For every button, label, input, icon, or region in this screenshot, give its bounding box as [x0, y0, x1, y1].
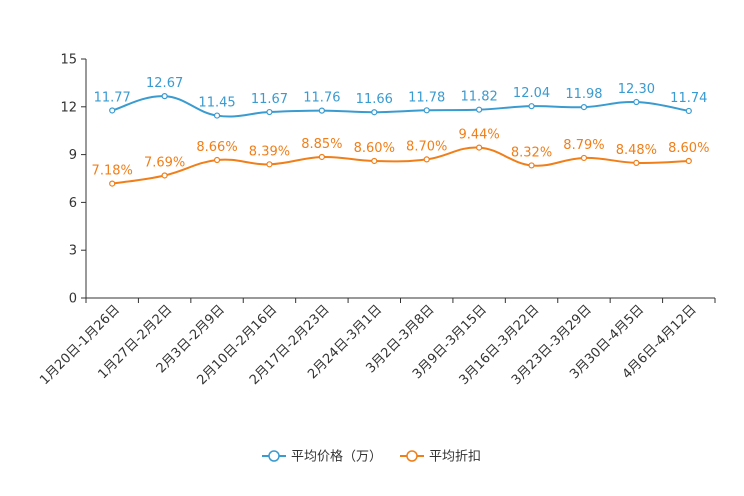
series-0: 11.77 12.67 11.45 11.67 11.76 11.66 11.78 11.82… — [94, 76, 707, 119]
data-point[interactable] — [371, 109, 378, 116]
data-label: 9.44% — [458, 128, 499, 143]
series-layer: 11.77 12.67 11.45 11.67 11.76 11.66 11.78 11.82… — [92, 76, 709, 187]
legend-marker — [268, 450, 280, 462]
data-point[interactable] — [318, 153, 325, 161]
legend-item-1[interactable]: 平均折扣 — [400, 450, 481, 465]
data-point[interactable] — [633, 98, 640, 106]
data-point[interactable] — [266, 161, 273, 168]
data-point[interactable] — [213, 112, 221, 119]
data-label: 7.18% — [92, 164, 133, 179]
y-tick-label: 15 — [60, 53, 77, 68]
y-tick-label: 12 — [60, 100, 77, 115]
legend-marker — [406, 450, 418, 462]
data-label: 8.66% — [196, 140, 237, 155]
data-label: 8.85% — [301, 137, 342, 152]
data-point[interactable] — [476, 144, 483, 151]
data-point[interactable] — [476, 106, 483, 113]
data-label: 8.32% — [511, 145, 552, 160]
data-label: 8.60% — [354, 141, 395, 156]
series-line — [111, 95, 689, 118]
data-label: 7.69% — [144, 155, 185, 170]
data-label: 12.67 — [146, 76, 183, 91]
data-point[interactable] — [109, 180, 116, 187]
data-point[interactable] — [528, 162, 535, 169]
data-point[interactable] — [161, 93, 168, 100]
data-point[interactable] — [685, 107, 692, 115]
data-point[interactable] — [161, 172, 168, 179]
legend-item-0[interactable]: 平均价格（万） — [262, 449, 382, 465]
data-point[interactable] — [371, 157, 378, 165]
data-point[interactable] — [633, 159, 640, 166]
data-label: 12.04 — [513, 86, 550, 101]
data-label: 11.45 — [198, 96, 235, 111]
legend-label: 平均价格（万） — [291, 449, 382, 465]
y-tick-label: 9 — [69, 148, 77, 163]
data-label: 12.30 — [618, 82, 655, 97]
data-point[interactable] — [580, 154, 588, 162]
data-label: 11.98 — [565, 87, 602, 102]
data-label: 11.76 — [303, 91, 340, 106]
data-label: 11.74 — [670, 91, 707, 106]
data-point[interactable] — [109, 107, 116, 114]
data-label: 8.79% — [563, 138, 604, 153]
data-label: 11.66 — [356, 92, 393, 107]
data-point[interactable] — [685, 157, 692, 165]
series-line — [112, 146, 689, 185]
y-tick-label: 6 — [69, 196, 77, 211]
y-tick-label: 0 — [69, 292, 77, 307]
data-point[interactable] — [213, 156, 221, 164]
data-point[interactable] — [423, 107, 430, 114]
data-point[interactable] — [266, 108, 273, 116]
data-point[interactable] — [423, 156, 430, 163]
legend[interactable]: 平均价格（万） 平均折扣 — [262, 449, 481, 465]
data-label: 11.67 — [251, 92, 288, 107]
data-label: 8.48% — [616, 143, 657, 158]
data-label: 11.78 — [408, 90, 445, 105]
series-1: 7.18% 7.69% 8.66% 8.39% 8.85% 8.60% 8.70% 9.44%… — [92, 128, 709, 187]
data-label: 8.60% — [668, 141, 709, 156]
data-label: 11.82 — [461, 90, 498, 105]
data-point[interactable] — [580, 104, 588, 111]
data-label: 8.70% — [406, 139, 447, 154]
data-point[interactable] — [318, 107, 325, 114]
data-label: 11.77 — [94, 90, 131, 105]
data-label: 8.39% — [249, 144, 290, 159]
data-point[interactable] — [528, 103, 535, 110]
legend-label: 平均折扣 — [429, 450, 481, 465]
y-tick-label: 3 — [69, 244, 77, 259]
